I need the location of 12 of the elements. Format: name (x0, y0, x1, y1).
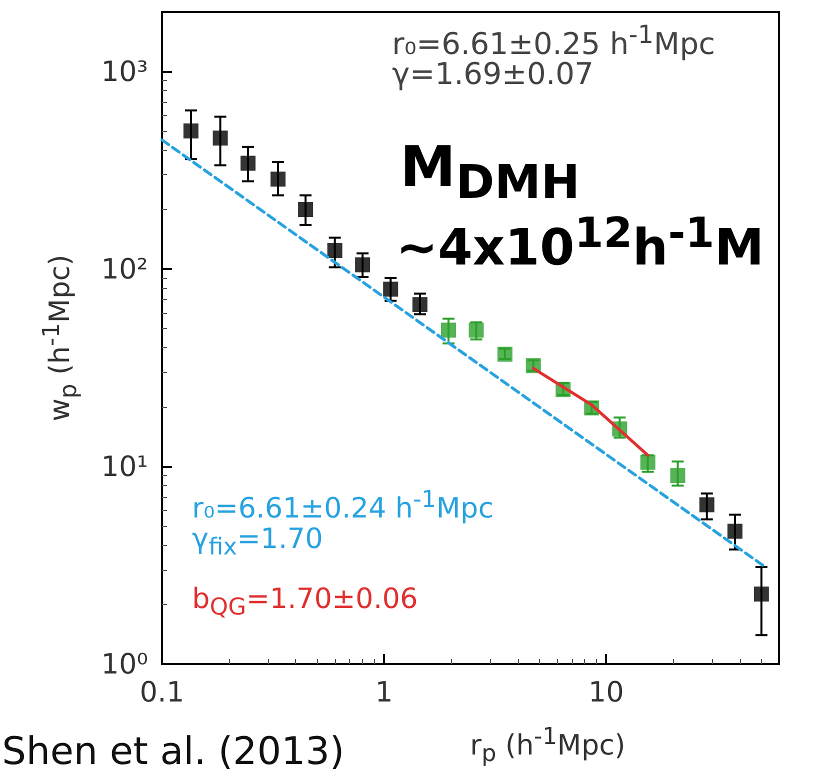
annotation: r₀=6.61±0.24 h$^{-1}$Mpc (192, 485, 494, 524)
x-tick-label: 10 (588, 676, 624, 708)
x-axis-title: r$_{p}$ (h$^{-1}$Mpc) (470, 722, 626, 767)
annotation: b$_{QG}$=1.70±0.06 (192, 582, 418, 621)
annotation: M$_{DMH}$ (400, 135, 580, 210)
y-tick-label: 10³ (101, 54, 148, 88)
x-tick-label: 1 (375, 676, 394, 708)
y-tick-label: 10² (101, 252, 148, 286)
text: Shen et al. (2013) (2, 729, 344, 773)
y-tick-label: 10¹ (101, 450, 148, 483)
annotation: γ$_{fix}$=1.70 (192, 522, 323, 561)
annotation: ~4x10$^{12}$h$^{-1}$M (396, 208, 764, 277)
